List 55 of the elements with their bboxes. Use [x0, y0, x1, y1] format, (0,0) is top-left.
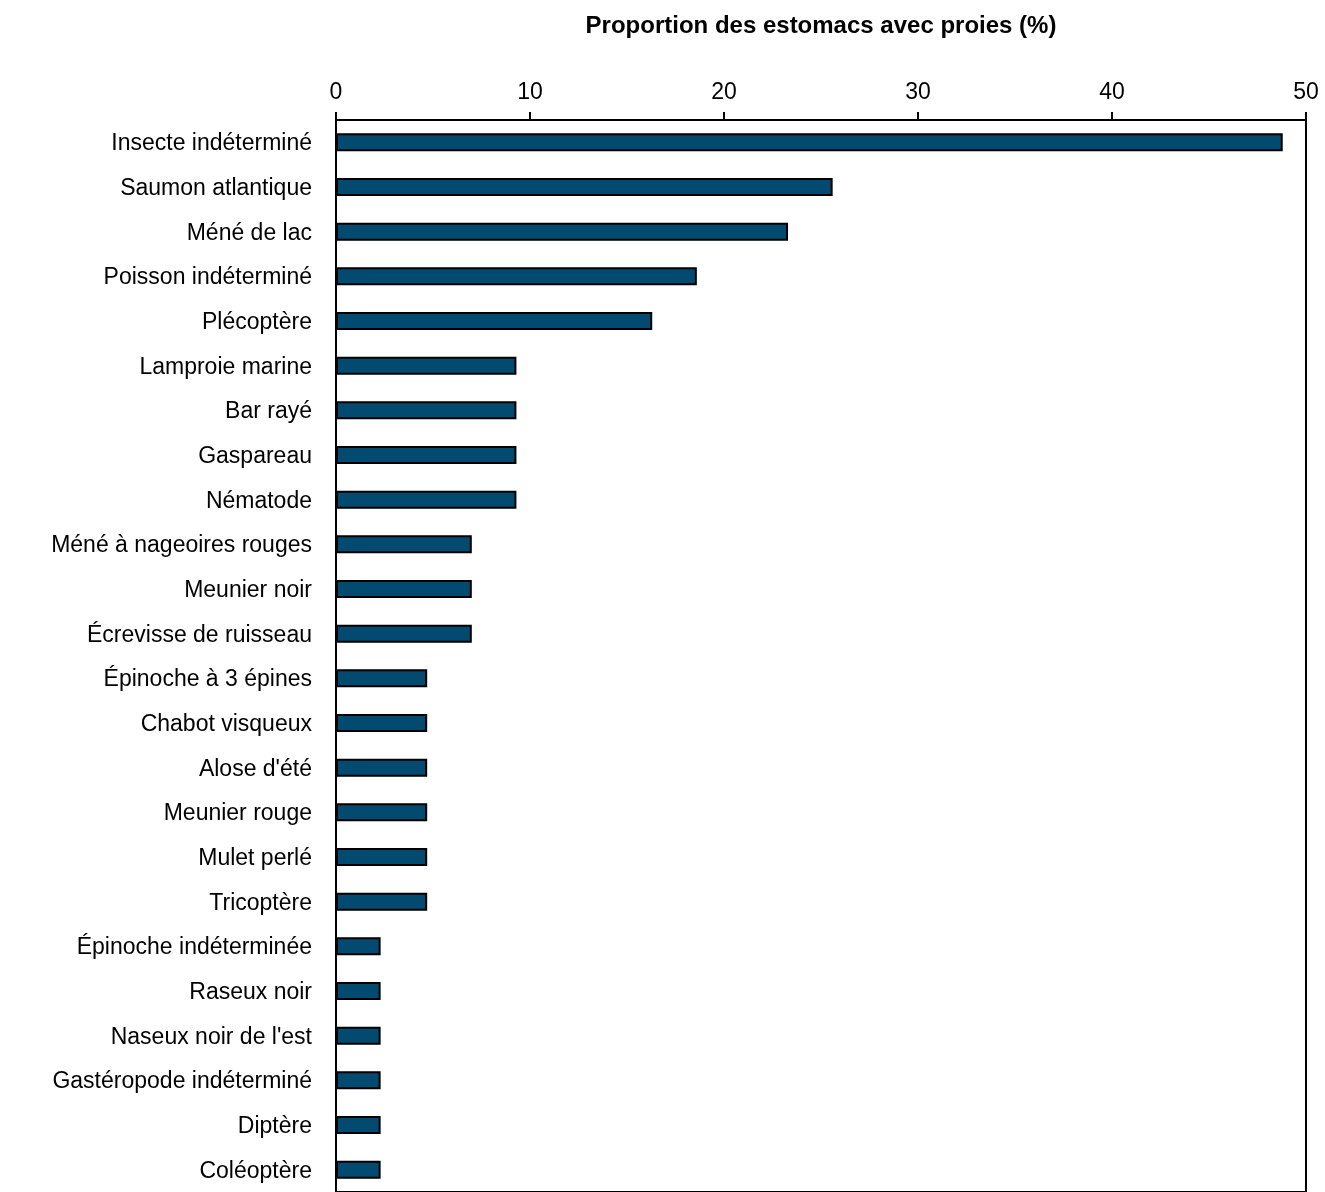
bar: [336, 356, 517, 375]
y-tick-label: Insecte indéterminé: [111, 129, 312, 156]
y-tick-label: Tricoptère: [209, 888, 312, 915]
bar: [336, 133, 1283, 152]
y-tick-label: Lamproie marine: [139, 352, 312, 379]
bar: [336, 624, 472, 643]
bar: [336, 446, 517, 464]
y-tick-label: Naseux noir de l'est: [110, 1022, 313, 1049]
x-tick-label: 50: [1293, 77, 1319, 104]
bar: [336, 1116, 381, 1134]
y-tick-label: Gaspareau: [198, 442, 312, 468]
y-tick-label: Épinoche à 3 épines: [103, 665, 312, 692]
y-tick-label: Écrevisse de ruisseau: [87, 620, 312, 647]
y-tick-label: Chabot visqueux: [140, 710, 313, 736]
x-tick-label: 30: [905, 77, 931, 104]
bar: [336, 1160, 381, 1179]
bar: [336, 580, 472, 598]
x-tick-label: 0: [329, 77, 343, 104]
bar: [336, 892, 428, 911]
x-tick-label: 20: [711, 77, 737, 104]
y-tick-label: Saumon atlantique: [120, 174, 312, 200]
bar: [336, 714, 428, 732]
bar: [336, 535, 472, 554]
x-tick-label: 10: [517, 77, 543, 104]
bar: [336, 178, 833, 196]
bar: [336, 312, 653, 330]
bar: [336, 1071, 381, 1090]
bar: [336, 401, 517, 420]
bar: [336, 803, 428, 822]
y-tick-label: Poisson indéterminé: [103, 263, 312, 290]
y-tick-label: Nématode: [205, 486, 312, 513]
y-tick-label: Épinoche indéterminée: [76, 933, 312, 960]
y-tick-label: Diptère: [237, 1112, 312, 1138]
bar: [336, 267, 697, 286]
bar: [336, 1026, 381, 1045]
y-tick-label: Meunier rouge: [163, 799, 312, 826]
bar: [336, 222, 789, 241]
y-tick-label: Raseux noir: [189, 978, 313, 1004]
y-tick-label: Bar rayé: [225, 397, 312, 424]
y-tick-label: Alose d'été: [198, 754, 312, 781]
bar: [336, 490, 517, 509]
y-tick-label: Coléoptère: [199, 1156, 312, 1183]
bar: [336, 982, 381, 1000]
bar: [336, 758, 428, 777]
bar: [336, 669, 428, 688]
bar: [336, 937, 381, 956]
y-tick-label: Meunier noir: [184, 576, 313, 602]
x-tick-label: 40: [1099, 77, 1125, 104]
y-tick-label: Méné à nageoires rouges: [51, 531, 312, 558]
y-tick-label: Plécoptère: [202, 308, 312, 334]
y-tick-label: Gastéropode indéterminé: [52, 1067, 312, 1094]
x-axis-title: Proportion des estomacs avec proies (%): [585, 10, 1057, 38]
y-tick-label: Mulet perlé: [198, 844, 312, 870]
y-tick-label: Méné de lac: [186, 218, 312, 245]
bar: [336, 848, 428, 866]
